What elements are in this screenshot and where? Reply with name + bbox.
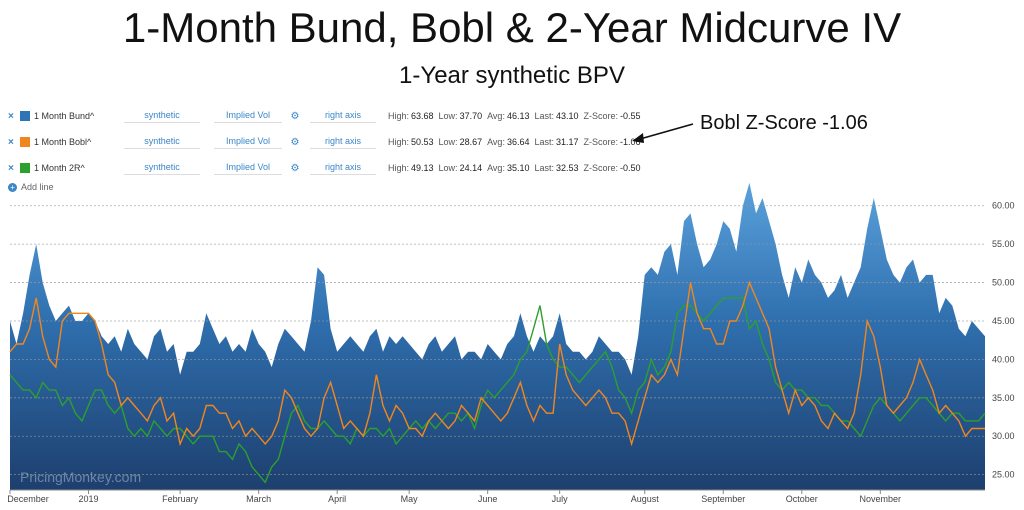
stat-label: High: [388,163,410,173]
y-tick-label: 55.00 [992,239,1015,249]
x-tick-label: October [786,494,818,504]
x-tick-label: December [7,494,49,504]
stat-label: Low: [438,111,458,121]
chart-title: 1-Month Bund, Bobl & 2-Year Midcurve IV [122,4,902,51]
legend-row: × 1 Month 2R^ synthetic Implied Vol ⚙ right a… [8,158,646,178]
stat-value: 24.14 [459,163,483,173]
stat-label: Z-Score: [583,137,619,147]
gear-icon[interactable]: ⚙ [290,110,300,122]
stat-label: Last: [534,163,554,173]
axis-dropdown[interactable]: right axis [310,162,376,175]
y-tick-label: 35.00 [992,393,1015,403]
series-color-swatch[interactable] [20,163,30,173]
x-tick-label: November [860,494,902,504]
stat-label: Z-Score: [583,163,619,173]
stat-value: 32.53 [556,163,579,173]
legend-row: × 1 Month Bund^ synthetic Implied Vol ⚙ right… [8,106,646,126]
stat-value: 37.70 [459,111,483,121]
measure-dropdown[interactable]: Implied Vol [214,136,282,149]
stat-value: 28.67 [459,137,483,147]
stat-label: Avg: [487,111,505,121]
stat-label: Last: [534,137,554,147]
remove-series-icon[interactable]: × [8,110,14,122]
x-tick-label: June [478,494,498,504]
x-tick-label: May [401,494,419,504]
stat-value: 50.53 [411,137,434,147]
stat-value: 36.64 [506,137,530,147]
series-name: 1 Month Bobl^ [34,137,92,147]
stat-label: High: [388,137,410,147]
series-color-swatch[interactable] [20,137,30,147]
add-line-button[interactable]: + Add line [8,182,54,192]
series-line [9,297,986,484]
stat-value: 35.10 [506,163,530,173]
stat-value: 43.10 [556,111,579,121]
x-tick-label: July [552,494,569,504]
stat-label: Low: [438,163,458,173]
x-tick-label: February [162,494,199,504]
annotation-arrowhead [632,133,644,143]
stat-label: Avg: [487,137,505,147]
y-tick-label: 60.00 [992,201,1015,211]
series-color-swatch[interactable] [20,111,30,121]
axis-dropdown[interactable]: right axis [310,110,376,123]
series-name: 1 Month Bund^ [34,111,95,121]
y-tick-label: 45.00 [992,316,1015,326]
legend-row: × 1 Month Bobl^ synthetic Implied Vol ⚙ right… [8,132,646,152]
stat-value: -0.50 [620,163,641,173]
annotation-arrow [639,123,694,140]
series-name: 1 Month 2R^ [34,163,85,173]
stat-value: 46.13 [506,111,530,121]
remove-series-icon[interactable]: × [8,162,14,174]
x-tick-label: August [631,494,660,504]
measure-dropdown[interactable]: Implied Vol [214,162,282,175]
stat-value: 63.68 [411,111,434,121]
mode-dropdown[interactable]: synthetic [124,136,200,149]
series-line [9,280,985,447]
series-area-bund [10,182,985,490]
y-tick-label: 25.00 [992,470,1015,480]
add-line-label: Add line [21,182,54,192]
y-tick-label: 50.00 [992,278,1015,288]
y-tick-label: 30.00 [992,431,1015,441]
stat-value: -1.06 [620,137,641,147]
y-tick-label: 40.00 [992,354,1015,364]
axis-dropdown[interactable]: right axis [310,136,376,149]
x-tick-label: September [701,494,745,504]
stat-label: Avg: [487,163,505,173]
gear-icon[interactable]: ⚙ [290,136,300,148]
mode-dropdown[interactable]: synthetic [124,162,200,175]
x-tick-label: March [246,494,271,504]
stat-label: Low: [438,137,458,147]
remove-series-icon[interactable]: × [8,136,14,148]
stat-label: High: [388,111,410,121]
measure-dropdown[interactable]: Implied Vol [214,110,282,123]
stat-value: -0.55 [620,111,641,121]
watermark-text: PricingMonkey.com [20,469,141,485]
mode-dropdown[interactable]: synthetic [124,110,200,123]
chart-subtitle: 1-Year synthetic BPV [399,62,625,89]
x-tick-label: April [328,494,346,504]
stat-label: Z-Score: [583,111,619,121]
annotation-text: Bobl Z-Score -1.06 [700,112,868,134]
gear-icon[interactable]: ⚙ [290,162,300,174]
plus-icon: + [8,182,17,192]
x-tick-label: 2019 [79,494,99,504]
stat-label: Last: [534,111,554,121]
stat-value: 49.13 [411,163,434,173]
stat-value: 31.17 [556,137,579,147]
